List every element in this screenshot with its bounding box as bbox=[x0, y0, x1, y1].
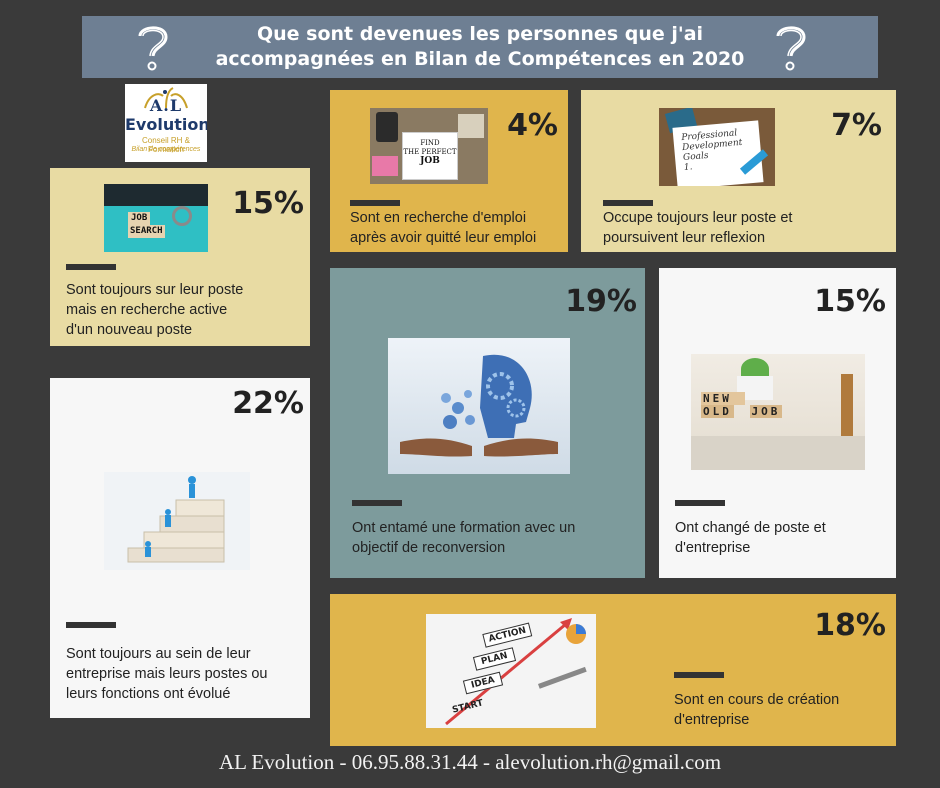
the-perfect-label: THE PERFECT bbox=[403, 148, 457, 156]
gear-head-icon bbox=[400, 354, 558, 457]
description-line: Sont en cours de création bbox=[674, 692, 840, 708]
description-line: d'entreprise bbox=[674, 712, 750, 728]
page-title-line-1: Que sont devenues les personnes que j'ai bbox=[256, 23, 704, 45]
description-line: après avoir quitté leur emploi bbox=[350, 230, 537, 246]
divider-bar bbox=[350, 200, 400, 206]
description-line: leurs fonctions ont évolué bbox=[66, 686, 231, 702]
description-line: d'entreprise bbox=[675, 540, 751, 556]
stat-card-19-percent: 19% Ont entamé une formation avec un obj… bbox=[330, 268, 645, 578]
percent-value: 22% bbox=[232, 386, 304, 421]
stat-description: Ont changé de poste et d'entreprise bbox=[675, 518, 826, 558]
logo-subtagline: Bilan de compétences bbox=[131, 146, 201, 153]
search-tile-label: SEARCH bbox=[128, 225, 165, 238]
divider-bar bbox=[674, 672, 724, 678]
find-job-image: FIND THE PERFECT JOB bbox=[370, 108, 488, 184]
professional-goals-image: Professional Development Goals 1. bbox=[659, 108, 775, 186]
percent-value: 19% bbox=[565, 284, 637, 319]
job-label: JOB bbox=[420, 156, 440, 166]
logo-text-al: A.L bbox=[149, 96, 183, 115]
logo-text-evolution: Evolution bbox=[125, 115, 207, 134]
al-evolution-logo: A.L Evolution Conseil RH & Formation Bil… bbox=[125, 84, 207, 162]
description-line: d'un nouveau poste bbox=[66, 322, 193, 338]
percent-value: 7% bbox=[831, 108, 882, 143]
find-label: FIND bbox=[420, 139, 440, 147]
divider-bar bbox=[66, 264, 116, 270]
new-old-job-image: NEW OLD JOB bbox=[691, 354, 865, 470]
job-search-image: JOB SEARCH bbox=[104, 184, 208, 252]
description-line: Ont entamé une formation avec un bbox=[352, 520, 576, 536]
description-line: Sont toujours au sein de leur bbox=[66, 646, 251, 662]
stat-description: Occupe toujours leur poste et poursuiven… bbox=[603, 208, 792, 248]
description-line: poursuivent leur reflexion bbox=[603, 230, 766, 246]
divider-bar bbox=[352, 500, 402, 506]
description-line: Occupe toujours leur poste et bbox=[603, 210, 793, 226]
percent-value: 4% bbox=[507, 108, 558, 143]
stat-card-18-percent: ACTION PLAN IDEA START 18% Sont en cours… bbox=[330, 594, 896, 746]
page-header: Que sont devenues les personnes que j'ai… bbox=[82, 16, 878, 78]
description-line: entreprise mais leurs postes ou bbox=[66, 666, 268, 682]
job-tile-label: JOB bbox=[128, 212, 151, 225]
leaf-logo-icon bbox=[144, 87, 188, 109]
job-tiles-label: JOB bbox=[749, 405, 783, 418]
stat-card-7-percent: Professional Development Goals 1. 7% Occ… bbox=[581, 90, 896, 252]
logo-tagline: Conseil RH & Formation bbox=[141, 136, 190, 154]
stat-card-15-percent-new-job: NEW OLD JOB 15% Ont changé de poste et d… bbox=[659, 268, 896, 578]
stat-card-22-percent: 22% Sont toujours au sein de leur entrep… bbox=[50, 378, 310, 718]
stat-card-4-percent: FIND THE PERFECT JOB 4% Sont en recherch… bbox=[330, 90, 568, 252]
action-plan-icon bbox=[445, 618, 587, 726]
description-line: objectif de reconversion bbox=[352, 540, 506, 556]
question-mark-icon bbox=[776, 26, 806, 71]
stat-card-15-percent-search: JOB SEARCH 15% Sont toujours sur leur po… bbox=[50, 168, 310, 346]
page-title-line-2: accompagnées en Bilan de Compétences en … bbox=[215, 48, 745, 70]
stat-description: Ont entamé une formation avec un objecti… bbox=[352, 518, 575, 558]
new-tiles-label: NEW bbox=[701, 392, 745, 405]
divider-bar bbox=[603, 200, 653, 206]
stat-description: Sont en cours de création d'entreprise bbox=[674, 690, 839, 730]
footer-contact: AL Evolution - 06.95.88.31.44 - alevolut… bbox=[218, 750, 722, 774]
description-line: Sont en recherche d'emploi bbox=[350, 210, 527, 226]
stairs-figures-icon bbox=[127, 476, 225, 563]
percent-value: 18% bbox=[814, 608, 886, 643]
stat-description: Sont toujours au sein de leur entreprise… bbox=[66, 644, 268, 704]
percent-value: 15% bbox=[814, 284, 886, 319]
action-plan-image: ACTION PLAN IDEA START bbox=[426, 614, 596, 728]
old-tiles-label: OLD bbox=[701, 405, 734, 418]
description-line: Ont changé de poste et bbox=[675, 520, 826, 536]
description-line: Sont toujours sur leur poste bbox=[66, 282, 244, 298]
stat-description: Sont toujours sur leur poste mais en rec… bbox=[66, 280, 243, 340]
divider-bar bbox=[675, 500, 725, 506]
question-mark-icon bbox=[138, 26, 168, 71]
percent-value: 15% bbox=[232, 186, 304, 221]
description-line: mais en recherche active bbox=[66, 302, 228, 318]
divider-bar bbox=[66, 622, 116, 628]
stat-description: Sont en recherche d'emploi après avoir q… bbox=[350, 208, 536, 248]
gear-head-image bbox=[388, 338, 570, 474]
stairs-figures-image bbox=[104, 472, 250, 570]
